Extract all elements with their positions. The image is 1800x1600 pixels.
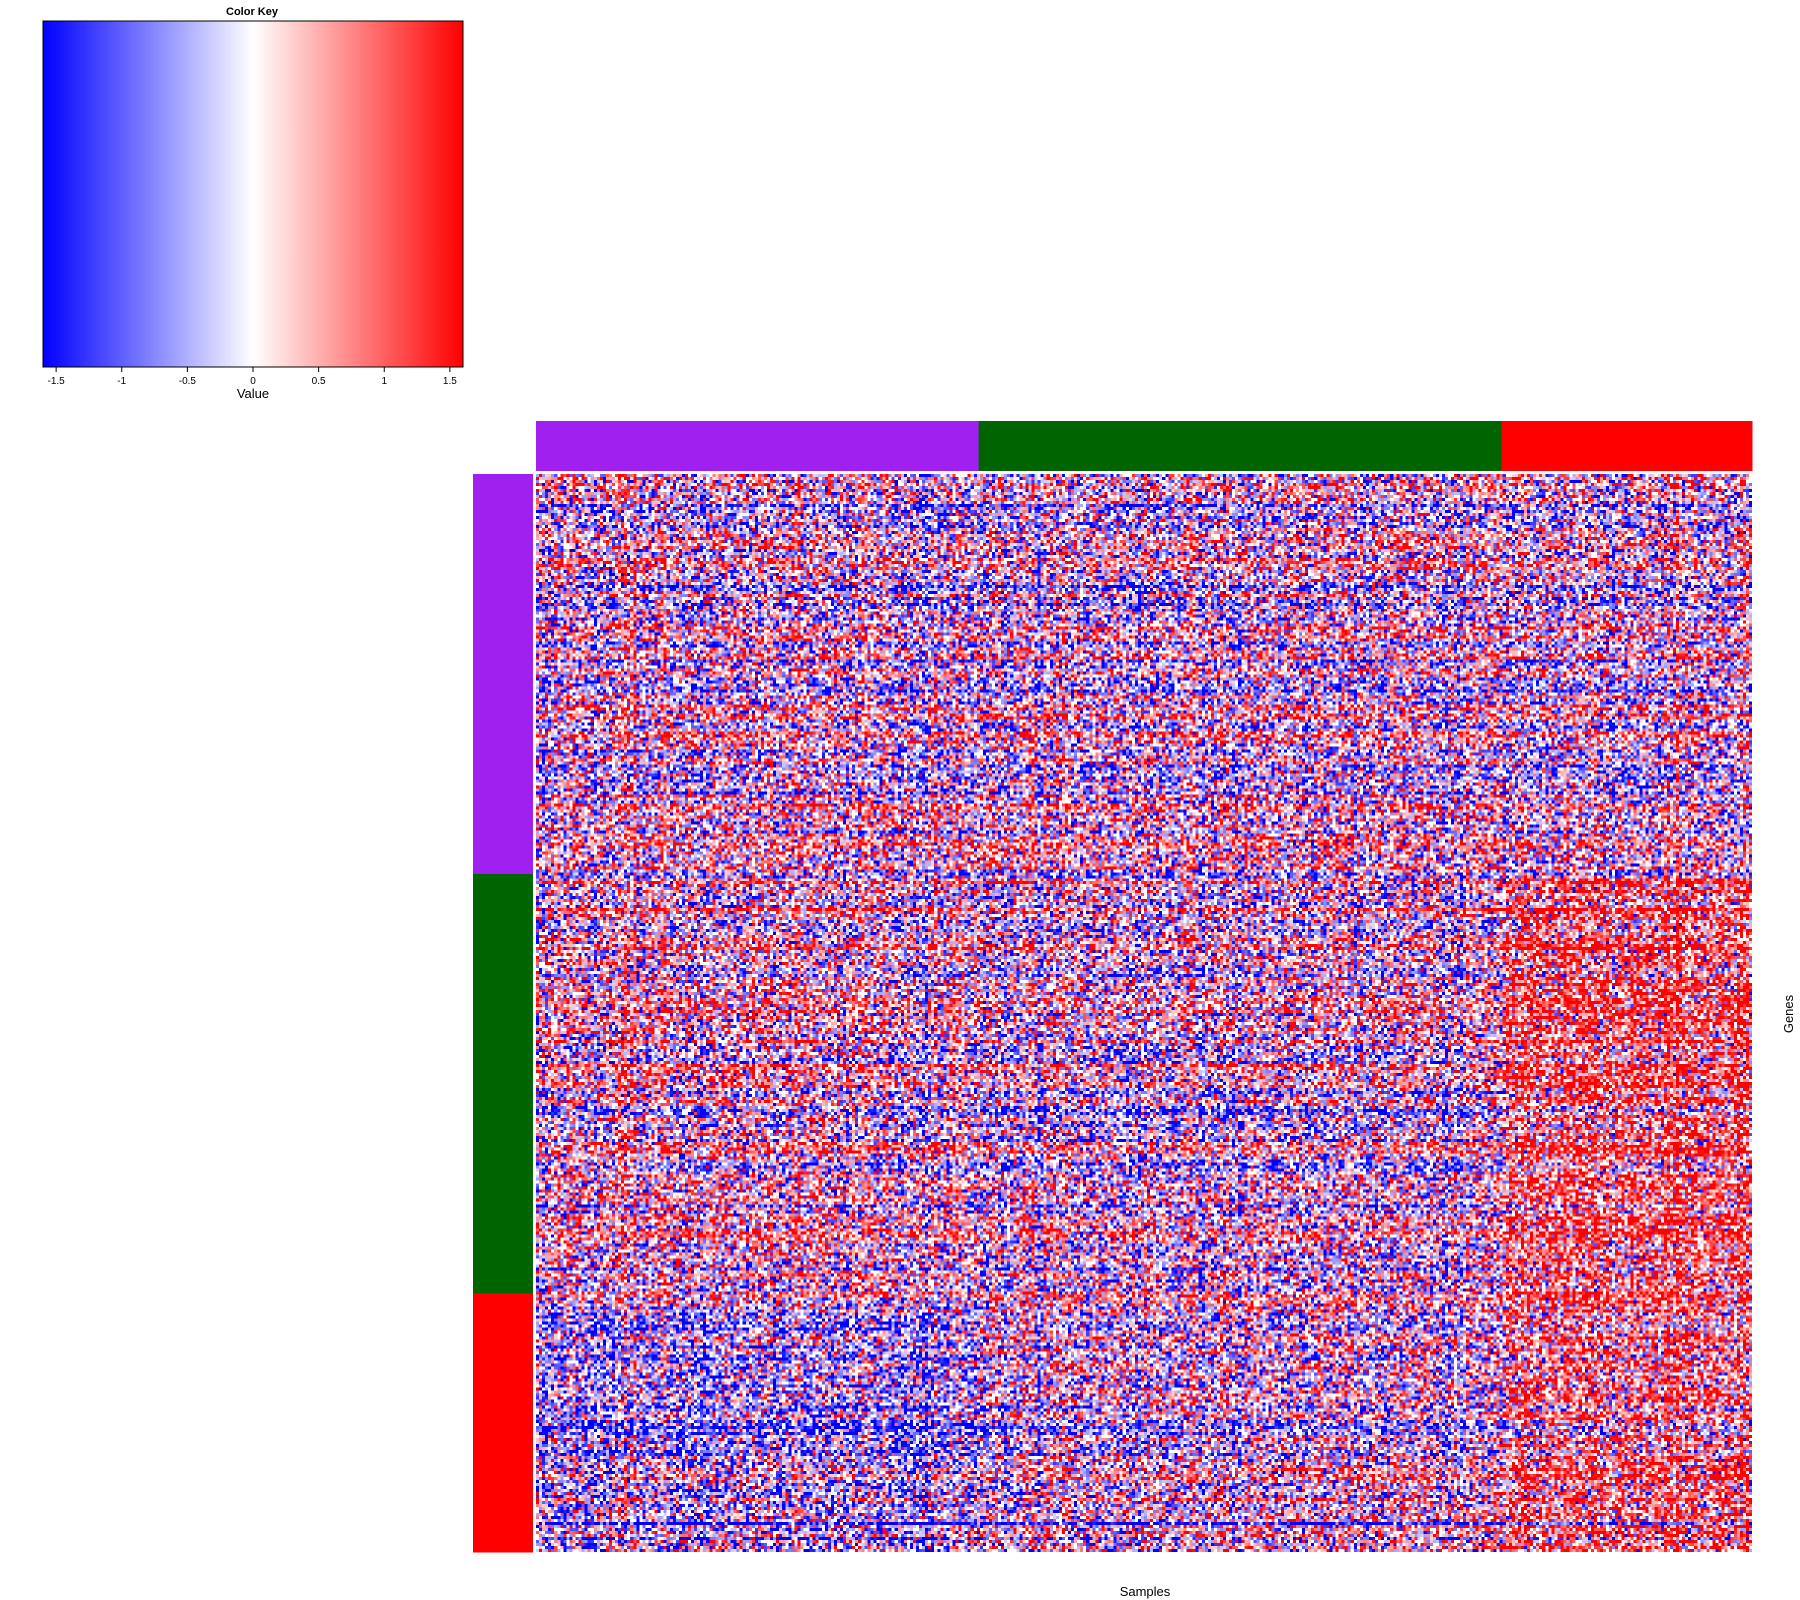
row-group-bar [473, 474, 533, 875]
color-key-tick-label: -0.5 [179, 376, 197, 387]
column-group-bar [536, 421, 980, 471]
x-axis-label: Samples [1120, 1584, 1171, 1599]
row-side-colors [473, 474, 533, 1553]
color-key-tick-label: -1 [117, 376, 126, 387]
color-key-tick-label: 0 [250, 376, 256, 387]
row-group-bar [473, 1293, 533, 1553]
color-key-xlabel: Value [237, 386, 269, 401]
column-side-colors [536, 421, 1753, 471]
y-axis-label: Genes [1781, 994, 1796, 1033]
color-key-title: Color Key [226, 6, 279, 18]
row-group-bar [473, 873, 533, 1294]
color-key-tick-label: 1 [381, 376, 387, 387]
color-key-ticks: -1.5 -1 -0.5 0 0.5 1 1.5 [48, 367, 457, 387]
heatmap-matrix [536, 474, 1752, 1552]
color-key-tick-label: -1.5 [48, 376, 66, 387]
color-key-tick-label: 1.5 [443, 376, 457, 387]
column-group-bar [978, 421, 1503, 471]
color-key-tick-label: 0.5 [312, 376, 326, 387]
column-group-bar [1501, 421, 1753, 471]
color-key-gradient [42, 20, 464, 368]
heatmap-cells [536, 474, 1752, 1552]
color-key: Color Key -1.5 -1 -0.5 0 0.5 1 1.5 Value [42, 6, 464, 401]
